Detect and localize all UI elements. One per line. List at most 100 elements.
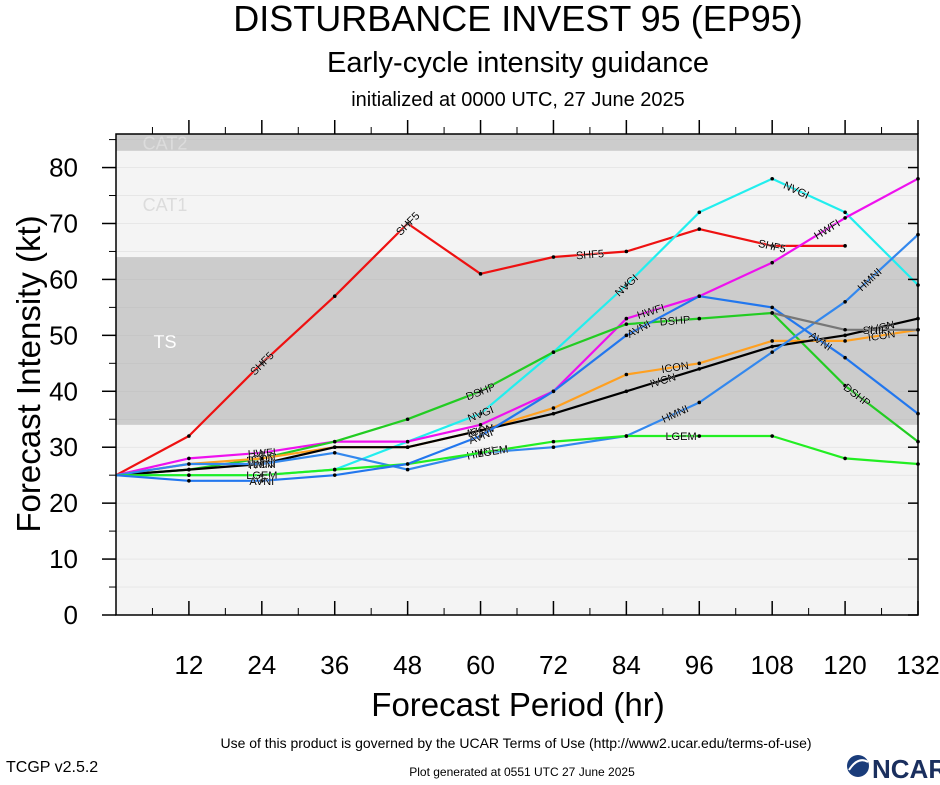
intensity-bands: TS CAT1 CAT2 [116, 133, 918, 615]
data-point-lgem [478, 451, 483, 455]
data-point-hwfi [770, 260, 774, 265]
series-label-avni: AVNI [249, 476, 274, 488]
data-point-nvgi [697, 210, 702, 215]
series-label-ivcn: IVCN [467, 423, 495, 441]
data-point-shf5 [405, 221, 410, 226]
x-tick-label: 48 [393, 650, 422, 680]
data-point-ship [770, 311, 774, 315]
data-point-nvgi [843, 210, 847, 215]
y-tick-label: 10 [49, 544, 78, 574]
series-line-icon [115, 328, 919, 477]
data-point-dshp [624, 322, 629, 326]
data-point-lgem [624, 434, 629, 438]
data-point-hmni [332, 451, 337, 455]
data-point-avni [697, 294, 702, 298]
data-point-dshp [843, 383, 847, 388]
data-point-avni [624, 333, 629, 338]
data-point-avni [260, 478, 264, 483]
data-point-hmni [187, 462, 191, 466]
data-point-dshp [405, 417, 410, 422]
tcgp-version: TCGP v2.5.2 [6, 759, 98, 776]
ncar-logo-icon [847, 755, 869, 777]
series-label-dshp: DSHP [659, 314, 690, 328]
data-point-shf5 [843, 244, 847, 248]
data-point-hwfi [405, 439, 410, 444]
series-line-hwfi [115, 177, 919, 477]
data-point-shf5 [332, 294, 337, 298]
x-tick-label: 108 [750, 650, 793, 680]
data-point-ivcn [697, 367, 702, 371]
data-point-dshp [551, 350, 556, 354]
y-tick-label: 40 [49, 376, 78, 406]
data-point-avni [405, 462, 410, 466]
data-point-lgem [187, 473, 191, 477]
data-point-ivcn [332, 445, 337, 450]
data-point-hmni [770, 350, 774, 354]
series-line-lgem [116, 434, 919, 477]
data-point-shf5 [697, 227, 702, 231]
x-tick-label: 96 [685, 650, 714, 680]
series-label-shf5: SHF5 [576, 248, 605, 262]
x-tick-label: 132 [896, 650, 939, 680]
y-tick-label: 30 [49, 432, 78, 462]
data-point-lgem [770, 434, 774, 438]
data-point-hwfi [187, 456, 191, 461]
data-point-avni [332, 473, 337, 477]
data-point-nvgi [624, 283, 629, 287]
x-tick-label: 60 [466, 650, 495, 680]
data-point-hmni [260, 462, 264, 466]
data-point-hwfi [624, 316, 629, 321]
x-tick-label: 84 [612, 650, 641, 680]
ncar-logo-text: NCAR [872, 754, 940, 780]
data-point-ivcn [551, 411, 556, 416]
data-point-ship [843, 327, 847, 332]
terms-of-use: Use of this product is governed by the U… [220, 735, 811, 751]
data-point-icon [624, 372, 629, 377]
data-point-lgem [843, 456, 847, 461]
ncar-logo-swoosh [848, 759, 869, 771]
data-point-avni [478, 434, 483, 438]
data-point-ivcn [843, 333, 847, 338]
y-tick-label: 80 [49, 153, 78, 183]
data-point-shf5 [551, 255, 556, 259]
data-point-shf5 [624, 249, 629, 254]
data-point-nvgi [770, 176, 774, 181]
data-point-shf5 [478, 272, 483, 276]
y-tick-label: 50 [49, 320, 78, 350]
x-axis-label: Forecast Period (hr) [371, 686, 664, 723]
band-label-cat2: CAT2 [143, 133, 188, 153]
data-point-icon [770, 339, 774, 343]
data-point-ivcn [770, 344, 774, 349]
data-point-avni [843, 355, 847, 360]
data-point-icon [260, 456, 264, 461]
chart-subtitle: Early-cycle intensity guidance [327, 47, 709, 79]
data-point-lgem [551, 439, 556, 444]
data-point-ivcn [624, 389, 629, 394]
data-point-avni [187, 478, 191, 483]
y-tick-label: 60 [49, 264, 78, 294]
data-point-lgem [697, 434, 702, 438]
x-tick-label: 24 [247, 650, 276, 680]
series-label-icon: ICON [661, 360, 690, 376]
data-point-shf5 [187, 434, 191, 438]
data-point-ivcn [405, 445, 410, 450]
data-point-icon [697, 361, 702, 366]
data-point-shf5 [770, 244, 774, 248]
series-line-hmni [115, 233, 919, 477]
data-point-avni [551, 389, 556, 394]
data-point-icon [551, 406, 556, 410]
data-point-avni [770, 305, 774, 310]
series-label-lgem: LGEM [665, 431, 696, 443]
y-axis-label: Forecast Intensity (kt) [10, 215, 47, 532]
data-point-hmni [405, 467, 410, 472]
data-point-hwfi [843, 216, 847, 220]
band-label-cat1: CAT1 [143, 195, 188, 215]
series-label-ship: SHIP [863, 325, 889, 337]
data-point-dshp [697, 316, 702, 321]
ncar-logo: NCAR [847, 754, 940, 784]
series-label-lgem: LGEM [477, 444, 510, 461]
data-point-hmni [843, 299, 847, 304]
